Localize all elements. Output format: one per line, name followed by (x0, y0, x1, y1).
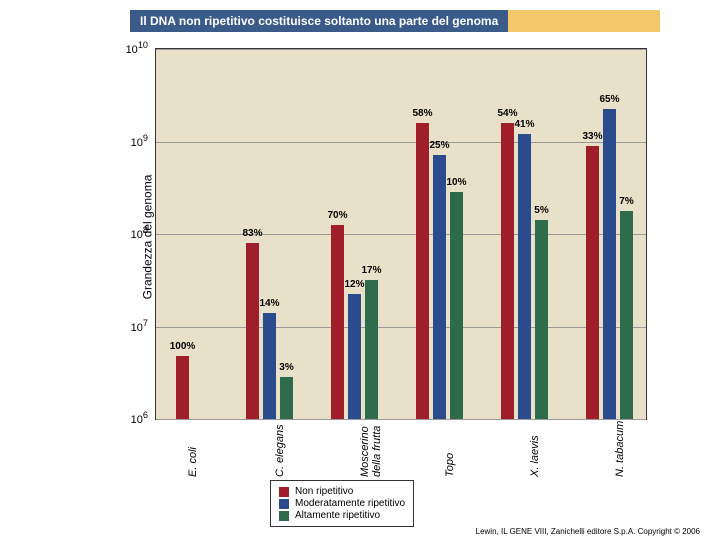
x-tick-label: Moscerino della frutta (359, 426, 383, 477)
bar-value-label: 10% (446, 177, 466, 188)
species-bar-group: 33%65%7% (586, 109, 633, 419)
bar-value-label: 7% (619, 196, 633, 207)
legend-label: Moderatamente ripetitivo (295, 498, 405, 509)
y-tick-label: 107 (131, 318, 148, 334)
x-tick-label: E. coli (187, 447, 199, 477)
legend: Non ripetitivoModeratamente ripetitivoAl… (270, 480, 414, 527)
bar-value-label: 12% (344, 279, 364, 290)
y-tick-label: 106 (131, 410, 148, 426)
x-tick-label: Topo (444, 453, 456, 477)
bar: 10% (450, 192, 463, 419)
bar: 14% (263, 313, 276, 419)
species-bar-group: 58%25%10% (416, 123, 463, 419)
y-tick-label: 109 (131, 133, 148, 149)
bar: 54% (501, 123, 514, 419)
gridline (156, 49, 646, 50)
chart-title: Il DNA non ripetitivo costituisce soltan… (130, 10, 508, 32)
species-bar-group: 100% (176, 356, 189, 419)
legend-swatch (279, 487, 289, 497)
y-tick-label: 108 (131, 225, 148, 241)
bar-value-label: 14% (259, 298, 279, 309)
bar-value-label: 83% (242, 228, 262, 239)
bar-value-label: 41% (514, 119, 534, 130)
bar-value-label: 54% (497, 108, 517, 119)
bar-value-label: 65% (599, 94, 619, 105)
y-tick-label: 1010 (126, 40, 148, 56)
bar: 3% (280, 377, 293, 419)
gridline (156, 419, 646, 420)
bar: 7% (620, 211, 633, 419)
gridline (156, 234, 646, 235)
bar: 33% (586, 146, 599, 419)
bar: 17% (365, 280, 378, 419)
legend-swatch (279, 511, 289, 521)
gridline (156, 142, 646, 143)
legend-label: Altamente ripetitivo (295, 510, 380, 521)
legend-item: Moderatamente ripetitivo (279, 498, 405, 509)
bar: 65% (603, 109, 616, 419)
bar-value-label: 58% (412, 108, 432, 119)
copyright-text: Lewin, IL GENE VIII, Zanichelli editore … (476, 527, 700, 536)
chart-plot-area: 100%83%14%3%70%12%17%58%25%10%54%41%5%33… (155, 48, 647, 420)
bar: 70% (331, 225, 344, 419)
legend-item: Non ripetitivo (279, 486, 405, 497)
x-tick-label: C. elegans (274, 424, 286, 477)
x-tick-label: X. laevis (529, 435, 541, 477)
bar-value-label: 5% (534, 205, 548, 216)
bar: 25% (433, 155, 446, 419)
y-ticks: 1061071081091010 (120, 48, 150, 418)
title-bar: Il DNA non ripetitivo costituisce soltan… (130, 10, 660, 32)
bar-value-label: 17% (361, 265, 381, 276)
bar: 58% (416, 123, 429, 419)
x-tick-label: N. tabacum (614, 421, 626, 477)
bar: 41% (518, 134, 531, 419)
bar-value-label: 70% (327, 210, 347, 221)
bar: 12% (348, 294, 361, 419)
species-bar-group: 83%14%3% (246, 243, 293, 419)
species-bar-group: 54%41%5% (501, 123, 548, 419)
bar-value-label: 3% (279, 362, 293, 373)
bar-value-label: 33% (582, 131, 602, 142)
bar-value-label: 25% (429, 140, 449, 151)
legend-swatch (279, 499, 289, 509)
bar-value-label: 100% (170, 341, 196, 352)
legend-label: Non ripetitivo (295, 486, 353, 497)
species-bar-group: 70%12%17% (331, 225, 378, 419)
bar: 83% (246, 243, 259, 419)
bar: 5% (535, 220, 548, 419)
bar: 100% (176, 356, 189, 419)
gridline (156, 327, 646, 328)
x-axis-labels: E. coli C. elegans Moscerino della frutta T… (155, 422, 645, 482)
legend-item: Altamente ripetitivo (279, 510, 405, 521)
